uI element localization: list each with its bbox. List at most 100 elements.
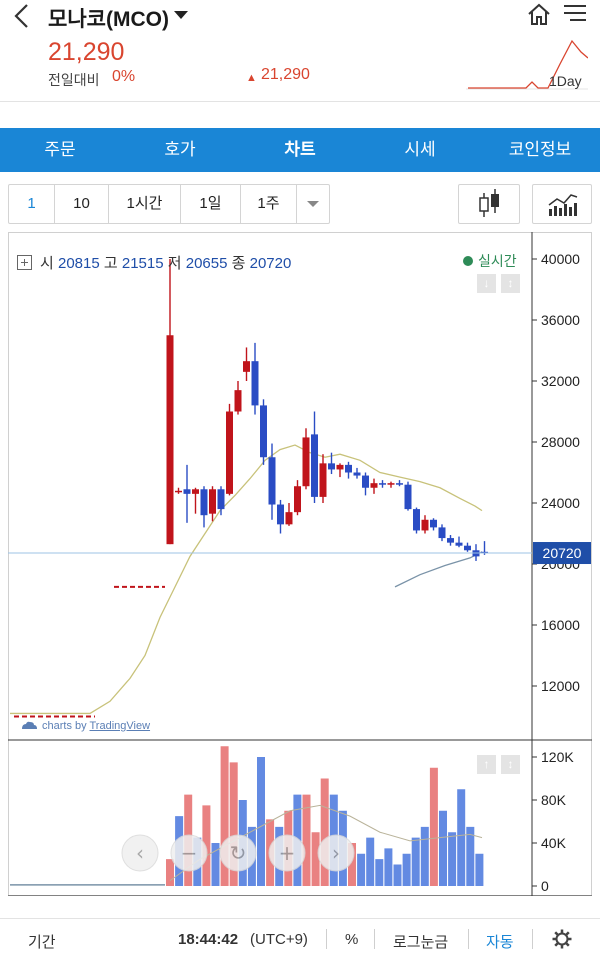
candle-body <box>345 464 352 473</box>
volume-bar <box>393 864 402 886</box>
low-value: 20655 <box>185 255 228 272</box>
close-label: 종 <box>231 255 246 272</box>
spark-period-label: 1Day <box>549 73 582 89</box>
volume-bar <box>257 757 265 886</box>
settings-gear-icon[interactable] <box>552 929 572 949</box>
timezone-label[interactable]: (UTC+9) <box>250 931 308 948</box>
zoom-in-icon[interactable]: + <box>268 834 306 872</box>
volume-bar <box>302 794 311 886</box>
candle-body <box>447 538 454 543</box>
tab-order[interactable]: 주문 <box>44 140 76 159</box>
indicator-icon <box>548 194 578 216</box>
divider <box>468 929 469 949</box>
timeframe-10min[interactable]: 10 <box>55 185 109 223</box>
candlestick-icon <box>479 189 499 217</box>
volume-bar <box>411 837 420 886</box>
volume-bar <box>402 853 411 886</box>
divider <box>532 929 533 949</box>
nav-button-glyph: ‹ <box>136 841 144 865</box>
volume-bar <box>448 832 457 886</box>
price-tick-label: 40000 <box>541 251 580 267</box>
period-button[interactable]: 기간 <box>28 934 56 951</box>
candle-body <box>362 475 369 488</box>
scroll-down-icon[interactable]: ↓ <box>477 274 496 293</box>
main-tabs: 주문 호가 차트 시세 코인정보 <box>0 128 600 172</box>
pan-left-icon[interactable]: ‹ <box>121 834 159 872</box>
move-up-icon[interactable]: ↑ <box>477 755 496 774</box>
chart-type-button[interactable] <box>458 184 520 224</box>
candle-body <box>226 411 233 494</box>
volume-bar <box>229 762 238 886</box>
nav-button-glyph: + <box>279 841 296 865</box>
tradingview-watermark[interactable]: charts by TradingView <box>20 720 150 732</box>
candle-body <box>277 504 284 525</box>
nav-button-glyph: ↻ <box>230 841 247 865</box>
candle-body <box>387 483 395 485</box>
caret-down-icon[interactable] <box>172 8 190 22</box>
nav-button-bg <box>268 834 306 872</box>
candle-body <box>166 335 174 545</box>
candle-body <box>404 484 412 510</box>
tab-orderbook[interactable]: 호가 <box>164 140 196 159</box>
candle-body <box>243 361 250 372</box>
timeframe-more-dropdown[interactable] <box>297 185 329 223</box>
tradingview-cloud-icon <box>22 721 37 729</box>
close-value: 20720 <box>249 255 292 272</box>
price-tick-label: 28000 <box>541 434 580 450</box>
reset-icon[interactable]: ↻ <box>219 834 257 872</box>
home-icon[interactable] <box>526 2 552 26</box>
pan-right-icon[interactable]: › <box>317 834 355 872</box>
candle-body <box>421 519 429 531</box>
price-tick-label: 36000 <box>541 312 580 328</box>
price-chart[interactable]: 4000036000320002800024000200001600012000… <box>8 232 592 896</box>
hamburger-menu-icon[interactable] <box>562 2 588 24</box>
back-chevron-icon[interactable] <box>10 2 34 30</box>
up-triangle-icon: ▲ <box>246 72 257 84</box>
current-price-label: 20720 <box>543 545 582 561</box>
current-price: 21,290 <box>48 38 125 66</box>
collapse-pane-icon[interactable]: ↕ <box>501 274 520 293</box>
caret-down-icon <box>307 201 319 207</box>
volume-bar <box>211 843 220 886</box>
compare-label: 전일대비 <box>48 72 100 88</box>
percent-toggle[interactable]: % <box>345 931 359 948</box>
tab-market[interactable]: 시세 <box>404 140 436 159</box>
high-value-ohlc: 21515 <box>121 255 164 272</box>
candle-body <box>183 489 191 494</box>
candle-body <box>285 512 293 525</box>
sparkline-chart[interactable] <box>466 36 588 94</box>
candle-body <box>260 405 267 458</box>
expand-pane-icon[interactable]: ↕ <box>501 755 520 774</box>
tab-coin-info[interactable]: 코인정보 <box>508 140 572 159</box>
candle-body <box>379 483 386 485</box>
zoom-out-icon[interactable]: − <box>170 834 208 872</box>
volume-bar <box>457 789 466 886</box>
bottom-toolbar <box>0 918 600 960</box>
current-price-badge <box>533 542 591 565</box>
auto-scale-toggle[interactable]: 자동 <box>486 934 514 951</box>
candle-body <box>311 434 318 497</box>
price-tick-label: 24000 <box>541 495 580 511</box>
indicators-button[interactable] <box>532 184 592 224</box>
expand-plus-icon[interactable] <box>17 255 32 270</box>
volume-bar <box>202 805 211 886</box>
timeframe-1day[interactable]: 1일 <box>181 185 241 223</box>
volume-bar <box>220 746 229 886</box>
realtime-indicator[interactable]: 실시간 <box>463 251 517 271</box>
candle-body <box>217 489 225 510</box>
candle-body <box>319 463 327 497</box>
nav-button-bg <box>317 834 355 872</box>
coin-title[interactable]: 모나코(MCO) <box>48 8 169 31</box>
compare-value: 0% <box>112 68 136 85</box>
timeframe-1hour[interactable]: 1시간 <box>109 185 181 223</box>
volume-tick-label: 120K <box>541 749 574 765</box>
tab-chart[interactable]: 차트 <box>284 140 316 159</box>
candle-body <box>336 464 344 470</box>
volume-bar <box>384 848 393 886</box>
timeframe-1min[interactable]: 1 <box>9 185 55 223</box>
volume-bar <box>420 826 429 886</box>
nav-button-glyph: − <box>181 841 198 865</box>
timeframe-1week[interactable]: 1주 <box>241 185 297 223</box>
log-scale-toggle[interactable]: 로그눈금 <box>393 934 449 951</box>
candle-body <box>234 390 242 412</box>
